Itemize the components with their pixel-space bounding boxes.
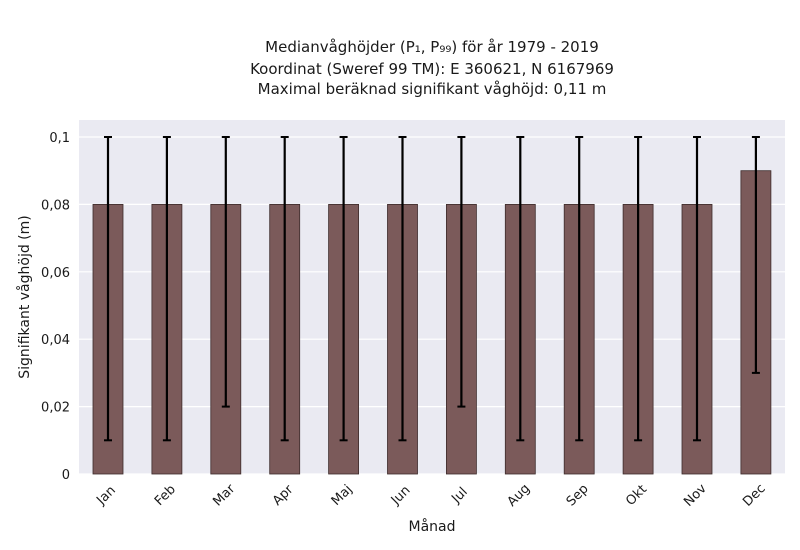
error-bar-okt <box>634 136 643 442</box>
x-tick-label-sep: Sep <box>564 482 592 510</box>
plot-area <box>79 120 785 474</box>
x-tick-label-jun: Jun <box>388 483 414 509</box>
x-tick-label-mar: Mar <box>210 481 238 509</box>
y-tick-label: 0,06 <box>41 266 70 281</box>
error-bar-mar <box>221 136 230 408</box>
x-tick-label-aug: Aug <box>505 481 534 510</box>
error-bar-aug <box>516 136 525 442</box>
error-bar-dec <box>751 136 760 374</box>
x-tick-label-nov: Nov <box>681 481 710 510</box>
y-tick-label: 0 <box>62 468 70 483</box>
error-bar-apr <box>280 136 289 442</box>
y-axis-ticks: 0 0,02 0,04 0,06 0,08 0,1 <box>41 131 70 483</box>
x-tick-label-apr: Apr <box>270 482 297 509</box>
chart-title-line-2: Koordinat (Sweref 99 TM): E 360621, N 61… <box>250 60 614 78</box>
x-tick-label-dec: Dec <box>740 481 768 509</box>
y-tick-label: 0,04 <box>41 333 70 348</box>
y-axis-label: Signifikant våghöjd (m) <box>16 215 33 378</box>
x-tick-label-jan: Jan <box>93 483 118 508</box>
y-tick-label: 0,1 <box>49 131 70 146</box>
grid-lines <box>79 136 785 475</box>
error-bar-maj <box>339 136 348 442</box>
x-axis-label: Månad <box>409 518 456 535</box>
error-bar-sep <box>575 136 584 442</box>
x-tick-label-maj: Maj <box>329 482 356 509</box>
error-bar-jun <box>398 136 407 442</box>
x-tick-label-okt: Okt <box>623 482 650 509</box>
error-bar-feb <box>162 136 171 442</box>
y-tick-label: 0,02 <box>41 401 70 416</box>
error-bar-jul <box>457 136 466 408</box>
error-bar-jan <box>104 136 112 442</box>
y-tick-label: 0,08 <box>41 198 70 213</box>
error-bar-nov <box>693 136 701 442</box>
chart-title: Medianvåghöjder (P₁, P₉₉) för år 1979 - … <box>250 38 614 98</box>
error-bars <box>104 136 760 442</box>
chart-title-line-3: Maximal beräknad signifikant våghöjd: 0,… <box>258 80 607 98</box>
x-tick-label-feb: Feb <box>152 482 179 509</box>
x-tick-label-jul: Jul <box>448 485 470 507</box>
x-axis-ticks: Jan Feb Mar Apr Maj Jun Jul Aug Sep Okt Nov Dec <box>93 481 768 510</box>
chart-title-line-1: Medianvåghöjder (P₁, P₉₉) för år 1979 - … <box>265 38 599 56</box>
